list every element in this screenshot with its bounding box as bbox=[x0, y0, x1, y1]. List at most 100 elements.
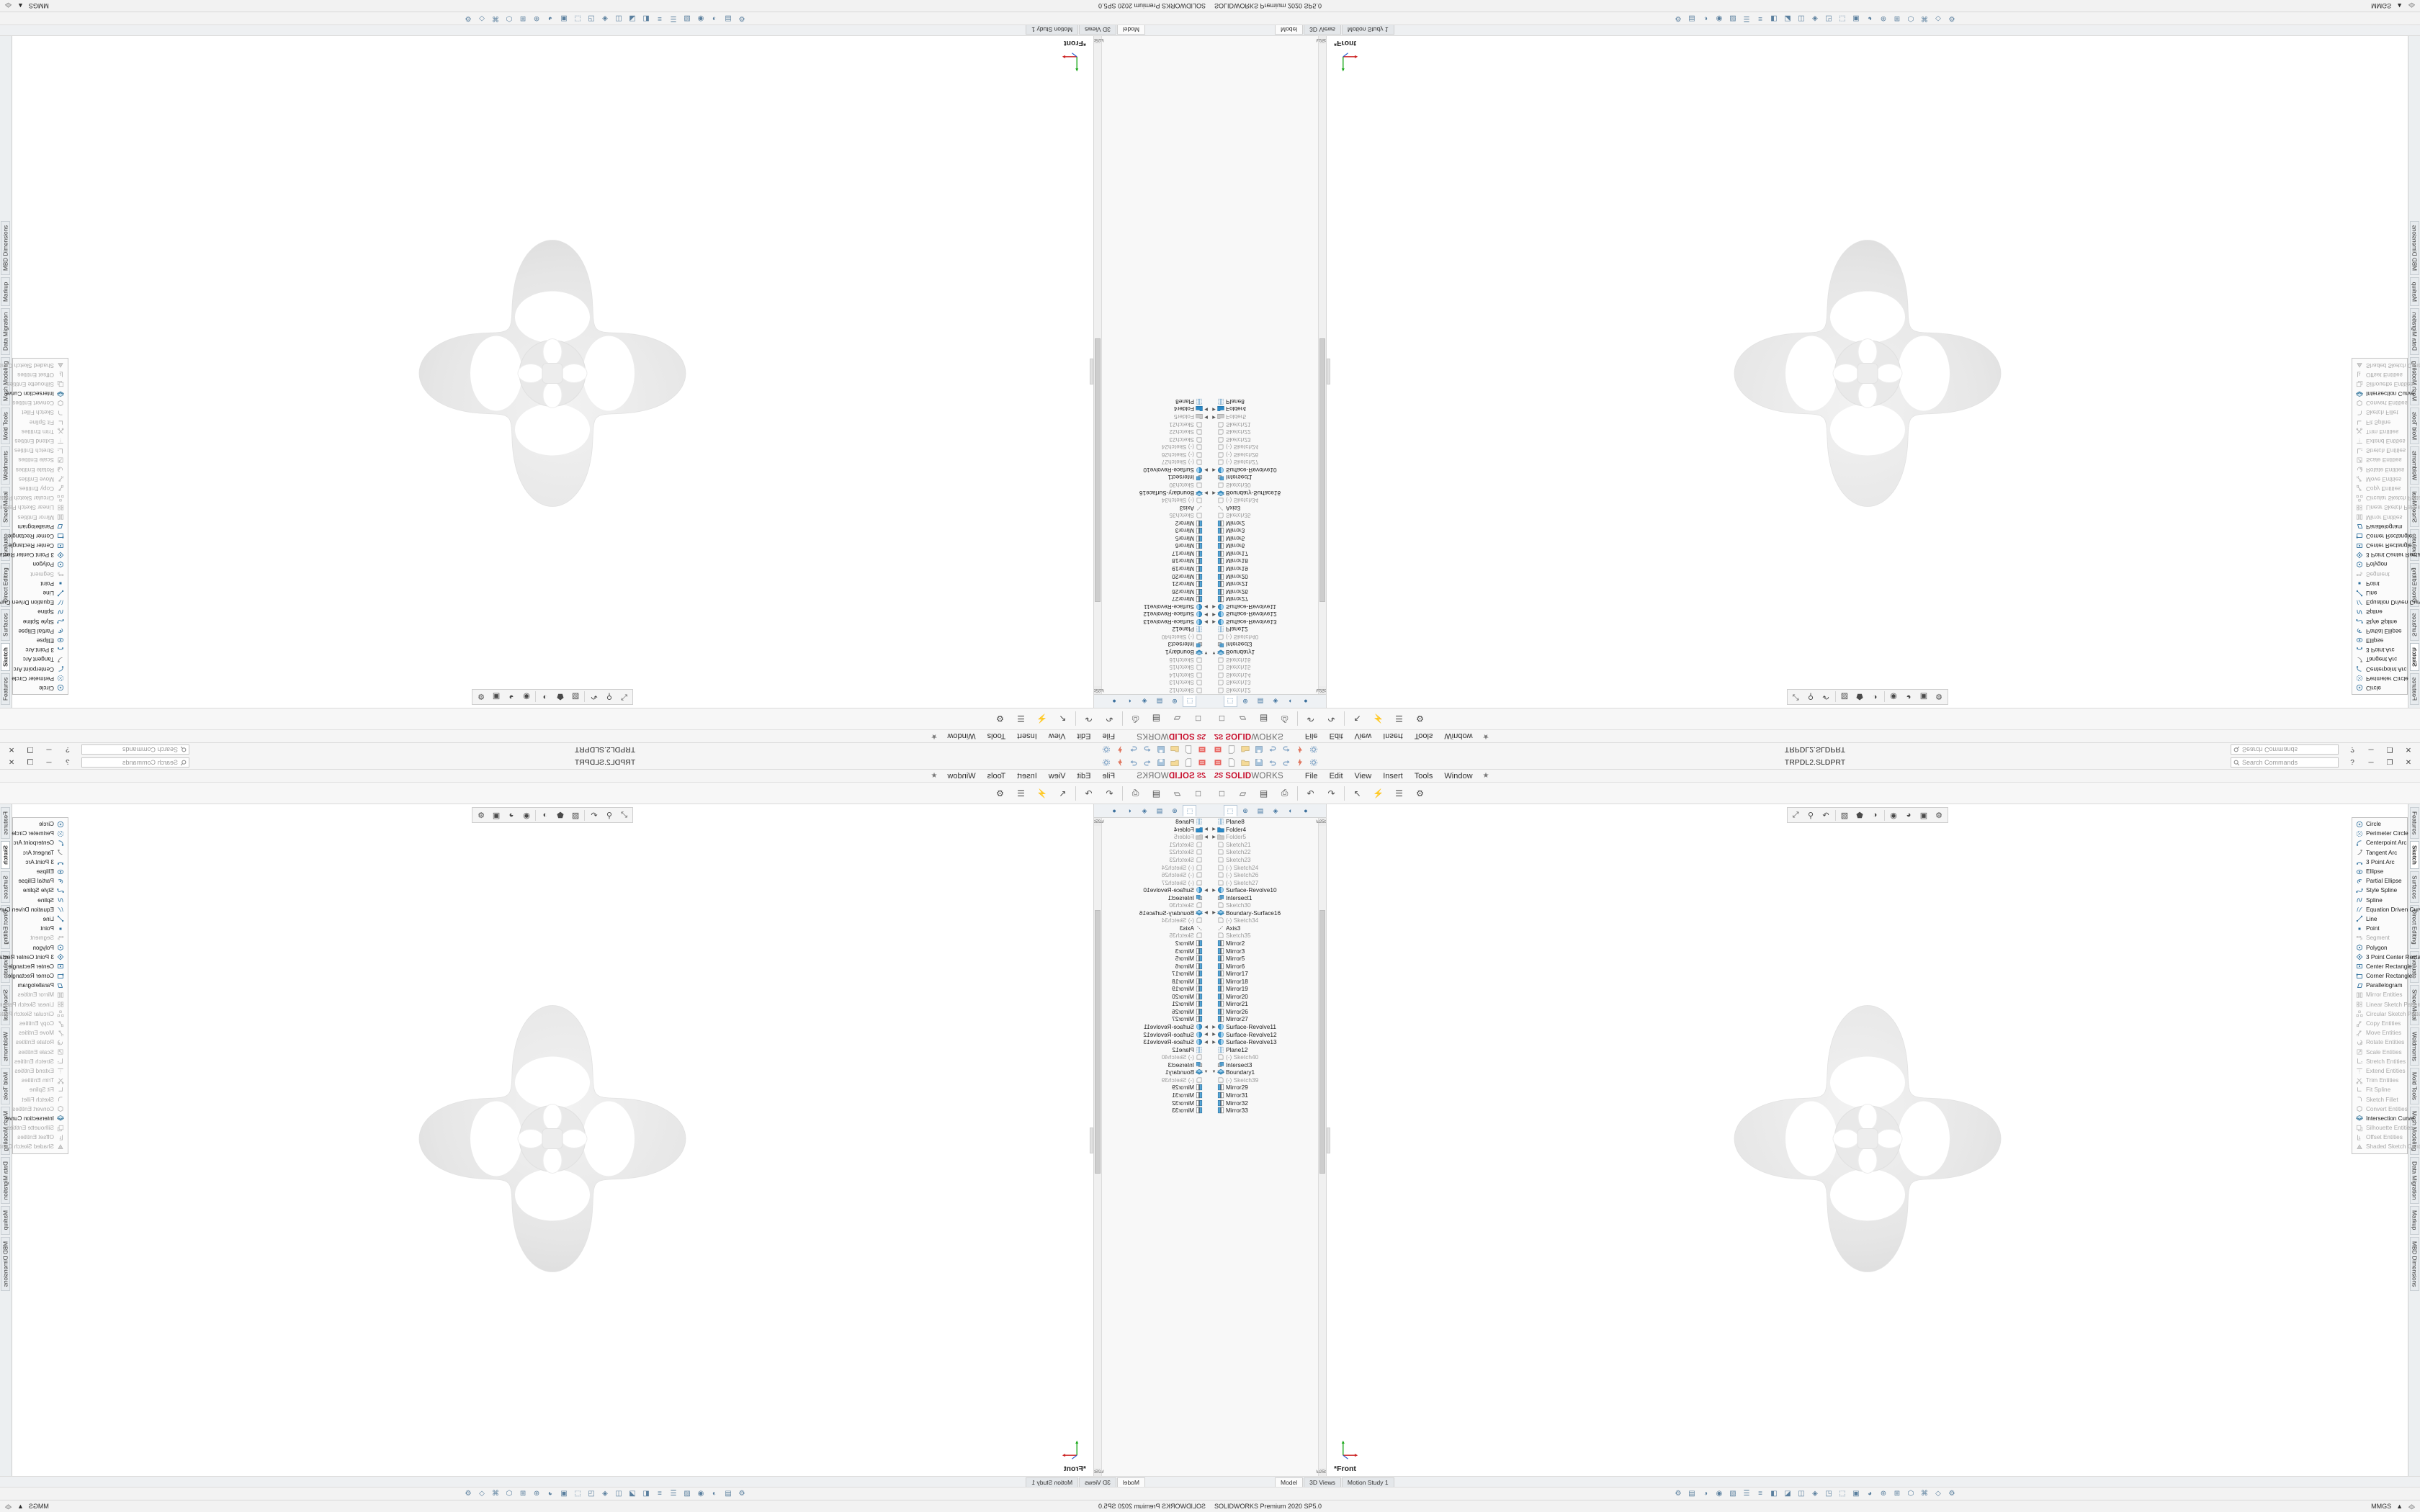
previous-view-button[interactable]: ↶ bbox=[591, 692, 598, 701]
menu-item-view[interactable]: View bbox=[1354, 732, 1372, 741]
menu-item-file[interactable]: File bbox=[1102, 732, 1116, 741]
bottom-toolbar-button-13[interactable]: ⬚ bbox=[574, 14, 581, 22]
feature-tree-row[interactable]: ▶ Surface-Revolve12 bbox=[1210, 611, 1326, 618]
feature-tree-row[interactable]: Sketch35 bbox=[1094, 512, 1210, 520]
tree-expand-arrow[interactable]: ▶ bbox=[1212, 1032, 1216, 1038]
feature-tree-scrollbar[interactable]: \u25b2 \u25bc bbox=[1094, 36, 1104, 694]
previous-view-button[interactable]: ↶ bbox=[1822, 811, 1829, 820]
units-chevron-icon[interactable]: ▲ bbox=[2396, 2, 2403, 9]
display-style-button[interactable]: ◑ bbox=[1872, 811, 1878, 819]
feature-tree-row[interactable]: Mirror29 bbox=[1094, 1084, 1210, 1092]
sketch-menu-item-circle[interactable]: Circle bbox=[13, 683, 68, 693]
command-tab-surfaces[interactable]: Surfaces bbox=[2409, 871, 2419, 904]
command-tab-markup[interactable]: Markup bbox=[1, 277, 11, 306]
feature-tree-row[interactable]: Mirror26 bbox=[1094, 588, 1210, 595]
menu-item-edit[interactable]: Edit bbox=[1077, 732, 1091, 741]
units-chevron-icon[interactable]: ▲ bbox=[2396, 1503, 2403, 1510]
bottom-toolbar-button-6[interactable]: ☰ bbox=[670, 1490, 677, 1498]
tree-expand-arrow[interactable]: ▶ bbox=[1204, 619, 1208, 624]
tree-expand-arrow[interactable]: ▼ bbox=[1204, 650, 1209, 654]
feature-tree-row[interactable]: ▶ Boundary-Surface16 bbox=[1094, 909, 1210, 917]
sketch-menu-item-3-point-center-recta[interactable]: 3 Point Center Recta… bbox=[2352, 550, 2420, 559]
feature-tree-row[interactable]: (-) Sketch26 bbox=[1094, 451, 1210, 459]
sketch-menu-item-line[interactable]: Line bbox=[13, 588, 68, 598]
feature-tree-row[interactable]: Sketch30 bbox=[1210, 482, 1326, 490]
sketch-menu-item-polygon[interactable]: Polygon bbox=[13, 942, 68, 952]
sketch-menu-item-style-spline[interactable]: Style Spline bbox=[13, 617, 68, 626]
panel-splitter-handle[interactable] bbox=[1327, 1127, 1330, 1153]
feature-tree-row[interactable]: Mirror5 bbox=[1094, 955, 1210, 963]
sketch-menu-item-perimeter-circle[interactable]: Perimeter Circle bbox=[2352, 674, 2408, 683]
undo-button[interactable]: ↶ bbox=[1307, 788, 1314, 798]
redo-button[interactable]: ↷ bbox=[1085, 788, 1093, 798]
bottom-toolbar-button-2[interactable]: ▤ bbox=[1688, 14, 1695, 22]
feature-tree-row[interactable]: Mirror32 bbox=[1210, 1099, 1326, 1107]
bottom-toolbar-button-7[interactable]: ≡ bbox=[1758, 14, 1762, 22]
select-button[interactable]: ↖ bbox=[1059, 788, 1067, 798]
previous-view-button[interactable]: ↶ bbox=[591, 811, 598, 820]
sketch-menu-item-polygon[interactable]: Polygon bbox=[13, 559, 68, 569]
units-selector[interactable]: MMGS bbox=[2371, 2, 2392, 9]
feature-tree-row[interactable]: Axis3 bbox=[1094, 504, 1210, 512]
bottom-toolbar-button-8[interactable]: ◧ bbox=[642, 14, 650, 22]
options-button[interactable]: ⚙ bbox=[996, 788, 1004, 798]
section-view-button[interactable]: ▧ bbox=[1840, 692, 1849, 701]
bottom-toolbar-button-20[interactable]: ◇ bbox=[1935, 1490, 1941, 1498]
configuration-manager-tab[interactable]: ▤ bbox=[1257, 806, 1264, 814]
bottom-toolbar-button-9[interactable]: ◪ bbox=[629, 1490, 636, 1498]
feature-tree-row[interactable]: Mirror19 bbox=[1094, 565, 1210, 573]
command-tab-sketch[interactable]: Sketch bbox=[2409, 841, 2419, 870]
scrollbar-thumb[interactable] bbox=[1095, 909, 1101, 1174]
zoom-to-fit-button[interactable]: ⤢ bbox=[1792, 810, 1799, 819]
feature-tree-scrollbar[interactable]: \u25b2 \u25bc bbox=[1094, 818, 1104, 1476]
document-tab-motion-study-1[interactable]: Motion Study 1 bbox=[1026, 25, 1079, 35]
scroll-up-arrow[interactable]: \u25b2 bbox=[1094, 818, 1104, 826]
feature-tree-row[interactable]: ▶ Folder4 bbox=[1094, 826, 1210, 834]
zoom-to-fit-button[interactable]: ⤢ bbox=[1792, 693, 1799, 702]
file-properties-button[interactable]: ☰ bbox=[1395, 788, 1403, 798]
feature-tree-row[interactable]: Mirror20 bbox=[1094, 572, 1210, 580]
scroll-down-arrow[interactable]: \u25bc bbox=[1316, 36, 1326, 44]
pin-menu-icon[interactable]: ★ bbox=[931, 772, 938, 780]
feature-tree-row[interactable]: ▶ Surface-Revolve10 bbox=[1210, 467, 1326, 474]
bottom-toolbar-button-19[interactable]: ⌘ bbox=[1921, 14, 1928, 22]
configuration-manager-tab[interactable]: ▤ bbox=[1257, 698, 1264, 706]
save-icon[interactable] bbox=[1255, 745, 1263, 754]
open-folder-icon[interactable] bbox=[1241, 745, 1250, 754]
save-button[interactable]: ▤ bbox=[1259, 714, 1268, 724]
file-properties-button[interactable]: ☰ bbox=[1395, 714, 1403, 724]
new-document-button[interactable]: □ bbox=[1219, 788, 1225, 798]
sketch-menu-item-partial-ellipse[interactable]: Partial Ellipse bbox=[2352, 876, 2407, 886]
feature-tree-row[interactable]: Plane12 bbox=[1094, 626, 1210, 634]
menu-item-view[interactable]: View bbox=[1048, 771, 1066, 780]
feature-tree-row[interactable]: Mirror21 bbox=[1094, 1000, 1210, 1008]
tree-expand-arrow[interactable]: ▶ bbox=[1204, 1032, 1208, 1038]
redo-icon[interactable] bbox=[1282, 745, 1291, 754]
menu-item-tools[interactable]: Tools bbox=[987, 771, 1006, 780]
restore-button[interactable]: ❐ bbox=[2386, 758, 2393, 767]
feature-tree-row[interactable]: ▶ Surface-Revolve10 bbox=[1094, 467, 1210, 474]
feature-tree-row[interactable]: Plane12 bbox=[1210, 1045, 1326, 1053]
feature-tree-row[interactable]: Mirror18 bbox=[1094, 557, 1210, 565]
bottom-toolbar-button-17[interactable]: ⊞ bbox=[1894, 14, 1901, 22]
command-tab-sketch[interactable]: Sketch bbox=[2409, 642, 2419, 671]
open-folder-icon[interactable] bbox=[1170, 758, 1179, 767]
feature-tree-row[interactable]: ▼ Boundary1 bbox=[1094, 1068, 1210, 1076]
edit-appearance-button[interactable]: ◕ bbox=[508, 811, 514, 819]
feature-tree-row[interactable]: ▶ Folder5 bbox=[1094, 413, 1210, 421]
feature-tree-row[interactable]: Mirror2 bbox=[1094, 519, 1210, 527]
command-tab-mbd-dimensions[interactable]: MBD Dimensions bbox=[2409, 221, 2419, 276]
feature-manager-tab[interactable]: ⬚ bbox=[1223, 696, 1237, 707]
menu-item-edit[interactable]: Edit bbox=[1077, 771, 1091, 780]
tree-expand-arrow[interactable]: ▼ bbox=[1204, 1070, 1209, 1075]
sketch-menu-item-spline[interactable]: Spline bbox=[2352, 896, 2407, 905]
feature-tree-row[interactable]: Mirror3 bbox=[1210, 527, 1326, 535]
hide-show-items-button[interactable]: ◉ bbox=[523, 811, 530, 820]
command-tab-mbd-dimensions[interactable]: MBD Dimensions bbox=[2409, 1236, 2419, 1291]
pin-menu-icon[interactable]: ★ bbox=[1482, 772, 1489, 780]
sketch-menu-item-style-spline[interactable]: Style Spline bbox=[2352, 886, 2407, 895]
tree-expand-arrow[interactable]: ▶ bbox=[1204, 1040, 1208, 1045]
bottom-toolbar-button-14[interactable]: ▣ bbox=[1852, 1490, 1860, 1498]
feature-tree-row[interactable]: Sketch23 bbox=[1210, 436, 1326, 444]
bottom-toolbar-button-19[interactable]: ⌘ bbox=[492, 14, 499, 22]
